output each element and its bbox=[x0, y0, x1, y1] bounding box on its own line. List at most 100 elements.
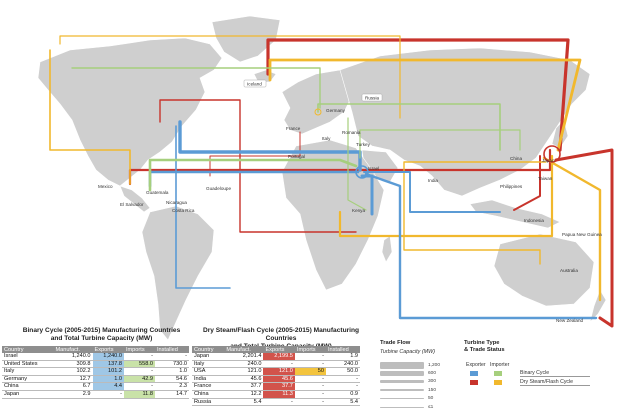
south-america bbox=[141, 205, 215, 341]
table-cell: 6.7 bbox=[53, 382, 93, 391]
label-romania: Romania bbox=[342, 130, 361, 135]
binary-importer-swatch bbox=[494, 371, 502, 376]
flow-width-label: 600 bbox=[428, 370, 437, 376]
flow-dry-japan-iceland bbox=[266, 38, 570, 152]
table-cell: Russia bbox=[192, 398, 225, 407]
label-iceland: Iceland bbox=[247, 82, 262, 87]
flow-width-label: ≤1 bbox=[428, 404, 434, 410]
table-cell: 14.7 bbox=[154, 390, 189, 399]
flow-bin-imp-4 bbox=[359, 129, 521, 159]
flow-dry-usa-kenya bbox=[159, 99, 357, 233]
table-cell: 2,201.4 bbox=[224, 353, 264, 361]
table-cell: - bbox=[123, 353, 155, 361]
table-cell: Japan bbox=[2, 390, 54, 399]
trade-flow-title: Trade Flow bbox=[380, 340, 411, 346]
israel-hub bbox=[355, 165, 369, 179]
table-cell: Germany bbox=[2, 375, 54, 384]
column-header: Country bbox=[2, 346, 54, 353]
landmasses bbox=[37, 15, 607, 341]
column-header: Country bbox=[192, 346, 225, 353]
table-cell: 309.8 bbox=[53, 360, 93, 369]
flow-dry-imp-1 bbox=[268, 58, 582, 152]
table-cell: 240.0 bbox=[325, 360, 360, 369]
table-cell: 1.9 bbox=[325, 353, 360, 361]
north-america bbox=[37, 37, 223, 187]
label-italy: Italy bbox=[322, 136, 331, 141]
table-cell: 102.2 bbox=[53, 367, 93, 376]
label-guadeloupe: Guadeloupe bbox=[206, 186, 231, 191]
table-cell: - bbox=[294, 353, 326, 361]
flow-width-row: 150 bbox=[380, 388, 436, 393]
dry-steam-label: Dry Steam/Flash Cycle bbox=[520, 379, 590, 386]
column-header: Exports bbox=[92, 346, 124, 353]
trade-flow-subtitle: Turbine Capacity (MW) bbox=[380, 349, 436, 355]
flow-width-bar bbox=[380, 406, 424, 408]
label-japan: Japan bbox=[542, 158, 555, 163]
binary-title-line2: and Total Turbine Capacity (MW) bbox=[50, 335, 153, 342]
country-labels: Iceland Russia Germany France Portugal I… bbox=[98, 79, 602, 323]
table-row: China 12.2 11.3-0.9 bbox=[192, 390, 360, 399]
flow-width-row: 50 bbox=[380, 396, 433, 401]
table-cell: - bbox=[123, 367, 155, 376]
label-portugal: Portugal bbox=[288, 154, 305, 159]
table-cell: 1.0 bbox=[154, 367, 189, 376]
table-header-row: Country Manufact. Exports Imports Installed bbox=[192, 346, 360, 353]
table-row: France 37.7 37.7- - bbox=[192, 382, 360, 391]
table-cell: 54.6 bbox=[154, 375, 189, 384]
column-header: Installed bbox=[325, 346, 360, 353]
dry-exporter-swatch bbox=[470, 380, 478, 385]
table-header-row: Country Manufact. Exports Imports Installed bbox=[2, 346, 189, 353]
table-cell: 37.7 bbox=[224, 382, 264, 391]
table-cell: 5.4 bbox=[224, 398, 264, 407]
flow-dry-imp-6 bbox=[59, 35, 401, 119]
label-india: India bbox=[428, 178, 438, 183]
table-cell: - bbox=[123, 382, 155, 391]
indonesia-land bbox=[469, 199, 561, 229]
table-cell: - bbox=[294, 360, 326, 369]
column-header: Imports bbox=[294, 346, 326, 353]
table-row: Russia 5.4- -5.4 bbox=[192, 398, 360, 407]
importer-heading: Importer bbox=[490, 362, 510, 368]
table-cell: - bbox=[325, 375, 360, 384]
column-header: Installed bbox=[154, 346, 189, 353]
table-cell: United States bbox=[2, 360, 54, 369]
table-cell: 2.3 bbox=[154, 382, 189, 391]
table-cell: 121.0 bbox=[263, 367, 295, 376]
flow-bin-imp-5 bbox=[347, 117, 367, 211]
table-cell: 1,240.0 bbox=[92, 353, 124, 361]
table-cell: 50.0 bbox=[325, 367, 360, 376]
flow-bin-usa-mexico bbox=[175, 125, 231, 289]
table-row: Germany 12.7 1.0 42.9 54.6 bbox=[2, 375, 189, 384]
flow-width-label: 50 bbox=[428, 396, 434, 401]
table-cell: 37.7 bbox=[263, 382, 295, 391]
table-cell: - bbox=[92, 390, 124, 399]
flow-width-row: ≤1 bbox=[380, 405, 433, 410]
table-cell: 137.8 bbox=[92, 360, 124, 369]
table-cell: - bbox=[263, 360, 295, 369]
label-china: China bbox=[510, 156, 522, 161]
flow-dry-imp-4 bbox=[49, 49, 131, 185]
table-cell: 4.4 bbox=[92, 382, 124, 391]
table-cell: 558.0 bbox=[123, 360, 155, 369]
flow-width-bar bbox=[380, 397, 424, 400]
flow-dry-imp-3 bbox=[338, 154, 554, 238]
binary-title-line1: Binary Cycle (2005-2015) Manufacturing C… bbox=[22, 327, 181, 334]
table-cell: 101.2 bbox=[92, 367, 124, 376]
turbine-type-title: Turbine Type & Trade Status bbox=[464, 340, 505, 354]
table-cell: 5.4 bbox=[325, 398, 360, 407]
label-mexico: Mexico bbox=[98, 184, 113, 189]
japan-hub bbox=[543, 145, 561, 163]
table-cell: 12.2 bbox=[224, 390, 264, 399]
dry-importer-swatch bbox=[494, 380, 502, 385]
table-row: USA 121.0 121.0 50 50.0 bbox=[192, 367, 360, 376]
table-row: Japan 2,201.4 2,199.5-1.9 bbox=[192, 353, 360, 361]
label-australia: Australia bbox=[560, 268, 578, 273]
table-cell: 12.7 bbox=[53, 375, 93, 384]
column-header: Exports bbox=[263, 346, 295, 353]
table-cell: - bbox=[263, 398, 295, 407]
table-cell: 45.6 bbox=[263, 375, 295, 384]
table-cell: China bbox=[2, 382, 54, 391]
table-row: Japan 2.9-11.8 14.7 bbox=[2, 390, 189, 399]
label-papua: Papua New Guinea bbox=[562, 232, 602, 237]
dry-title-line1: Dry Steam/Flash Cycle (2005-2015) Manufa… bbox=[202, 327, 360, 342]
